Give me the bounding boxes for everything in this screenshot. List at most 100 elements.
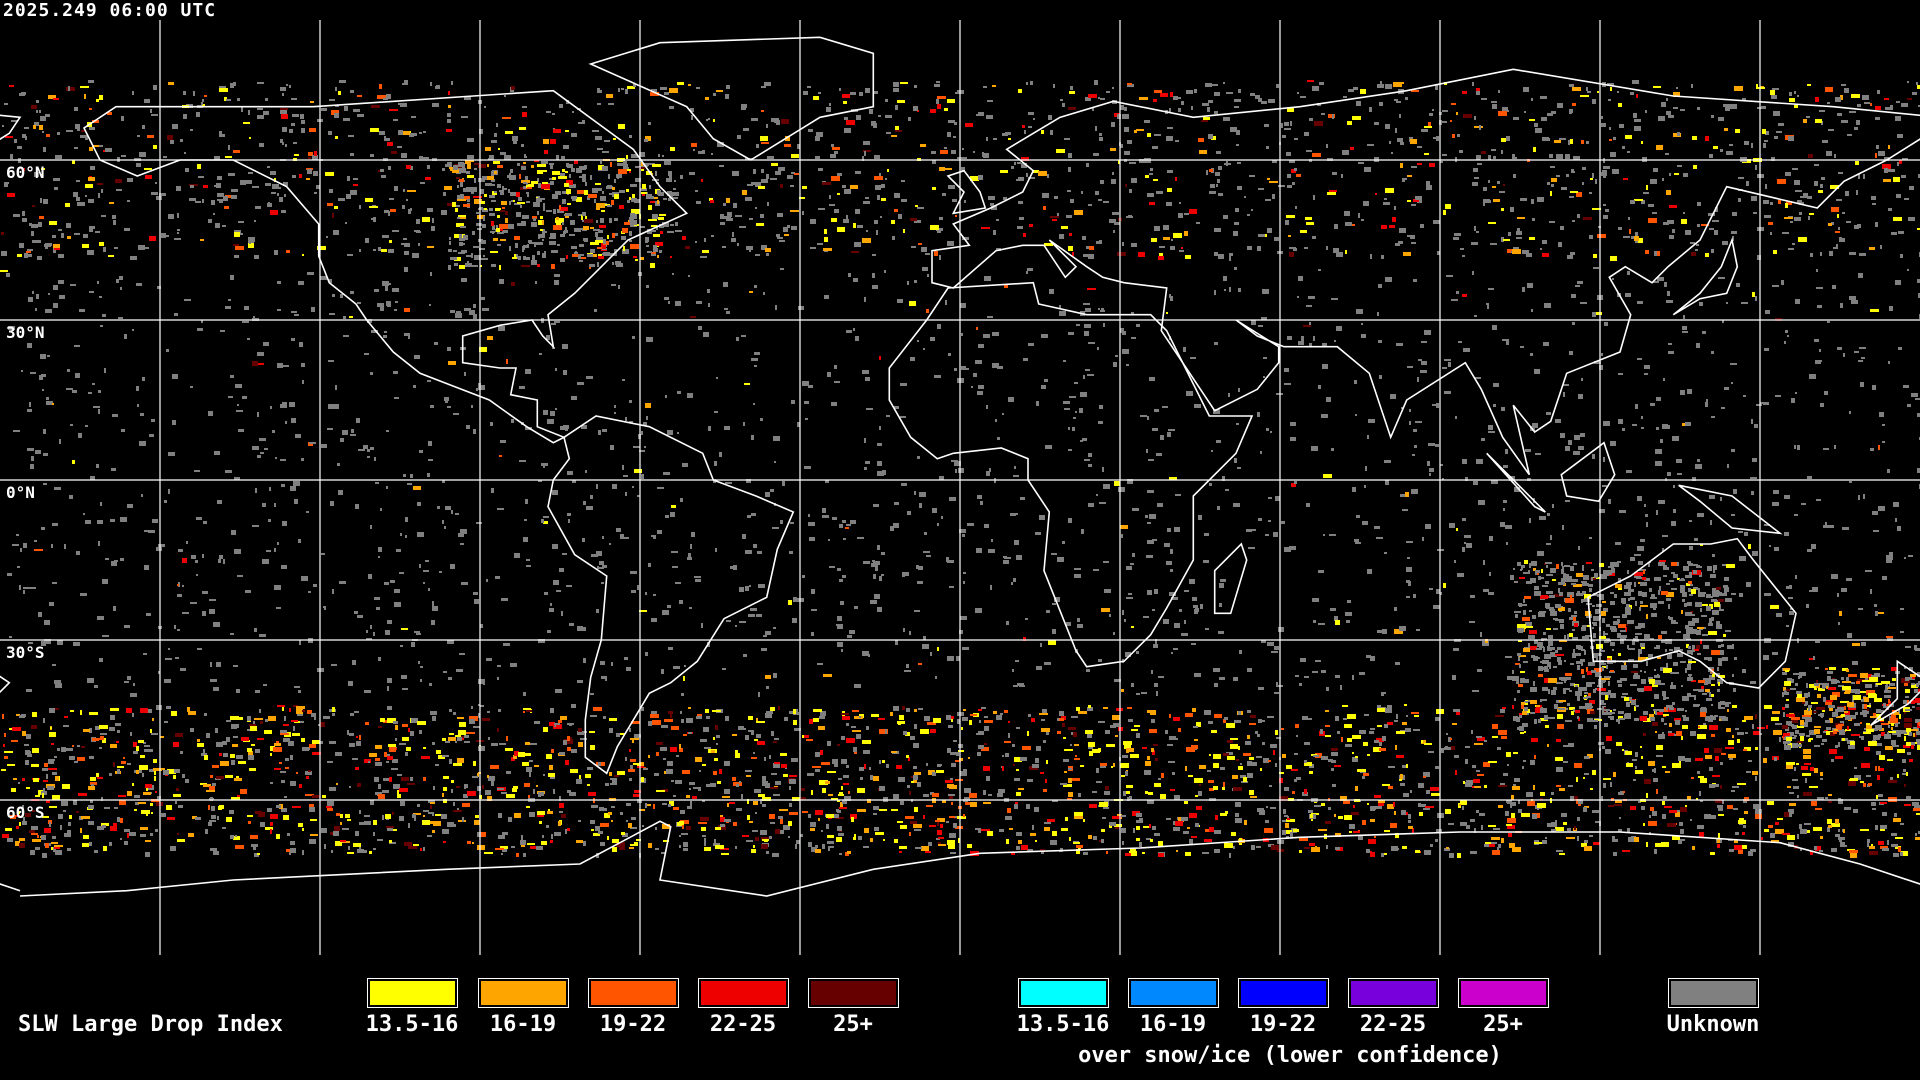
unknown-pixel — [1347, 600, 1351, 603]
slw-pixel — [1150, 839, 1153, 842]
unknown-pixel — [523, 256, 526, 260]
unknown-pixel — [279, 197, 283, 202]
slw-pixel — [72, 745, 74, 747]
slw-pixel — [963, 709, 966, 711]
unknown-pixel — [342, 430, 348, 435]
unknown-pixel — [751, 513, 756, 516]
slw-pixel — [1815, 119, 1822, 123]
slw-pixel — [2, 714, 4, 719]
unknown-pixel — [1839, 237, 1842, 242]
unknown-pixel — [1005, 753, 1009, 757]
slw-pixel — [781, 764, 787, 768]
slw-pixel — [268, 716, 276, 721]
slw-pixel — [710, 200, 714, 203]
unknown-pixel — [1462, 547, 1465, 552]
unknown-pixel — [1216, 151, 1221, 154]
unknown-pixel — [378, 247, 381, 251]
slw-pixel — [1899, 160, 1902, 164]
unknown-pixel — [1403, 793, 1409, 797]
unknown-pixel — [1506, 800, 1508, 803]
unknown-pixel — [664, 297, 669, 300]
slw-pixel — [714, 758, 718, 761]
unknown-pixel — [596, 609, 599, 613]
unknown-pixel — [1455, 416, 1457, 419]
unknown-pixel — [559, 796, 561, 801]
unknown-pixel — [217, 193, 224, 197]
unknown-pixel — [1872, 385, 1876, 390]
unknown-pixel — [936, 99, 939, 104]
unknown-pixel — [190, 185, 194, 188]
unknown-pixel — [149, 769, 156, 772]
slw-pixel — [1590, 788, 1593, 790]
slw-pixel — [89, 147, 93, 151]
unknown-pixel — [202, 99, 204, 102]
unknown-pixel — [1568, 140, 1570, 145]
slw-pixel — [1194, 778, 1203, 783]
unknown-pixel — [1109, 822, 1116, 826]
slw-pixel — [993, 711, 997, 714]
slw-pixel — [1829, 749, 1837, 754]
slw-pixel — [1459, 804, 1461, 806]
slw-pixel — [1898, 847, 1901, 852]
unknown-pixel — [534, 721, 540, 724]
slw-pixel — [1355, 756, 1358, 758]
slw-pixel — [1230, 738, 1238, 740]
slw-pixel — [5, 136, 13, 138]
slw-pixel — [1835, 819, 1839, 824]
unknown-pixel — [1462, 255, 1465, 257]
slw-pixel — [1581, 140, 1584, 144]
unknown-pixel — [549, 608, 554, 612]
slw-pixel — [1413, 199, 1419, 202]
unknown-pixel — [760, 214, 764, 218]
slw-pixel — [255, 811, 262, 814]
slw-pixel — [26, 787, 30, 789]
unknown-pixel — [1658, 116, 1665, 121]
slw-pixel — [883, 839, 885, 841]
unknown-pixel — [1743, 395, 1746, 397]
unknown-pixel — [140, 834, 146, 837]
slw-pixel — [1076, 707, 1080, 711]
unknown-pixel — [190, 602, 197, 604]
unknown-pixel — [1460, 822, 1467, 826]
unknown-pixel — [76, 197, 80, 201]
unknown-pixel — [1265, 199, 1271, 201]
unknown-pixel — [789, 803, 792, 807]
unknown-pixel — [1457, 134, 1460, 137]
slw-pixel — [1044, 827, 1050, 831]
slw-pixel — [62, 784, 70, 789]
unknown-pixel — [88, 821, 94, 825]
slw-pixel — [1334, 814, 1336, 817]
unknown-pixel — [1210, 184, 1215, 188]
unknown-pixel — [144, 749, 151, 752]
slw-pixel — [403, 131, 410, 135]
unknown-pixel — [778, 830, 784, 834]
unknown-pixel — [1237, 467, 1241, 469]
slw-pixel — [1887, 759, 1893, 761]
unknown-pixel — [423, 582, 425, 584]
slw-pixel — [1352, 735, 1361, 739]
slw-pixel — [1304, 847, 1310, 849]
slw-pixel — [53, 244, 60, 248]
slw-pixel — [1897, 774, 1899, 778]
slw-pixel — [1820, 772, 1823, 776]
slw-pixel — [1534, 755, 1536, 759]
slw-pixel — [735, 750, 738, 754]
slw-pixel — [913, 824, 922, 828]
slw-pixel — [1696, 798, 1698, 800]
slw-pixel — [1917, 85, 1920, 89]
unknown-pixel — [161, 813, 166, 817]
unknown-pixel — [1179, 202, 1181, 204]
unknown-pixel — [99, 296, 102, 298]
unknown-pixel — [473, 592, 478, 595]
slw-pixel — [1169, 714, 1171, 718]
slw-pixel — [751, 849, 756, 853]
slw-pixel — [1268, 760, 1271, 762]
unknown-pixel — [1321, 756, 1328, 760]
unknown-pixel — [151, 192, 158, 195]
slw-pixel — [334, 826, 340, 831]
unknown-pixel — [47, 786, 54, 790]
unknown-pixel — [51, 544, 53, 548]
slw-pixel — [498, 148, 500, 150]
unknown-pixel — [1362, 776, 1365, 779]
unknown-pixel — [1361, 219, 1364, 221]
